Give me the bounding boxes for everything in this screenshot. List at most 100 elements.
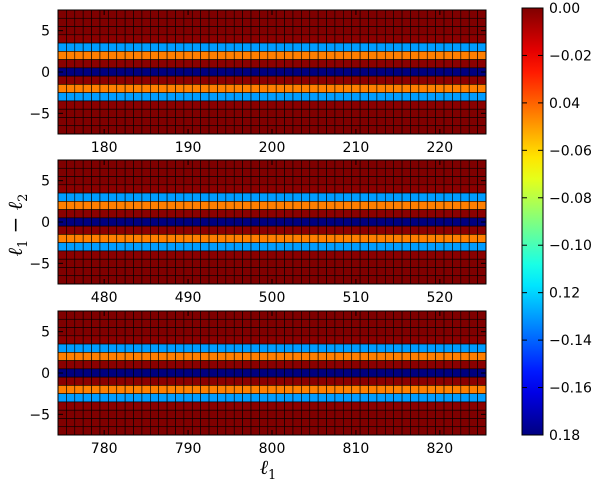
heatmap-cell (410, 352, 420, 361)
heatmap-cell (317, 59, 327, 69)
heatmap-cell (468, 42, 478, 52)
heatmap-cell (116, 385, 126, 394)
heatmap-cell (259, 327, 269, 337)
heatmap-cell (410, 67, 420, 77)
heatmap-cell (259, 409, 269, 419)
heatmap-cell (275, 184, 285, 194)
heatmap-cell (460, 176, 470, 186)
heatmap-cell (91, 376, 101, 386)
heatmap-cell (108, 225, 118, 235)
heatmap-cell (166, 352, 176, 361)
heatmap-cell (259, 84, 269, 93)
heatmap-cell (74, 258, 84, 268)
heatmap-cell (82, 59, 92, 69)
heatmap-cell (460, 42, 470, 52)
heatmap-cell (200, 201, 210, 210)
heatmap-cell (452, 275, 462, 285)
heatmap-cell (326, 258, 336, 268)
heatmap-cell (74, 59, 84, 69)
heatmap-cell (225, 310, 235, 320)
heatmap-cell (460, 51, 470, 60)
heatmap-cell (150, 368, 160, 378)
heatmap-cell (183, 225, 193, 235)
heatmap-cell (82, 42, 92, 52)
heatmap-cell (116, 409, 126, 419)
heatmap-cell (351, 258, 361, 268)
heatmap-cell (351, 335, 361, 345)
heatmap-cell (82, 225, 92, 235)
heatmap-cell (225, 250, 235, 260)
heatmap-cell (158, 401, 168, 411)
heatmap-cell (477, 34, 487, 44)
heatmap-cell (91, 108, 101, 118)
heatmap-cell (66, 360, 76, 370)
heatmap-cell (57, 426, 67, 436)
heatmap-cell (82, 100, 92, 110)
heatmap-cell (250, 401, 260, 411)
heatmap-cell (292, 201, 302, 210)
heatmap-cell (208, 108, 218, 118)
heatmap-cell (418, 26, 428, 36)
heatmap-cell (401, 100, 411, 110)
heatmap-cell (82, 26, 92, 36)
heatmap-cell (91, 267, 101, 277)
heatmap-cell (217, 360, 227, 370)
heatmap-cell (116, 376, 126, 386)
heatmap-cell (317, 17, 327, 27)
heatmap-cell (57, 352, 67, 361)
heatmap-cell (359, 318, 369, 328)
heatmap-cell (401, 376, 411, 386)
heatmap-cell (99, 84, 109, 93)
heatmap-cell (116, 201, 126, 210)
heatmap-cell (275, 352, 285, 361)
heatmap-cell (275, 117, 285, 127)
heatmap-cell (443, 275, 453, 285)
heatmap-cell (66, 242, 76, 252)
heatmap-cell (292, 426, 302, 436)
heatmap-cell (233, 100, 243, 110)
heatmap-cell (166, 310, 176, 320)
heatmap-cell (410, 209, 420, 219)
heatmap-cell (124, 201, 134, 210)
heatmap-cell (217, 267, 227, 277)
heatmap-cell (284, 426, 294, 436)
heatmap-cell (468, 108, 478, 118)
heatmap-cell (57, 92, 67, 102)
heatmap-cell (376, 75, 386, 85)
heatmap-cell (468, 84, 478, 93)
heatmap-cell (108, 100, 118, 110)
heatmap-cell (468, 327, 478, 337)
heatmap-cell (259, 217, 269, 227)
heatmap-cell (275, 385, 285, 394)
heatmap-cell (225, 267, 235, 277)
heatmap-cell (284, 418, 294, 428)
heatmap-cell (108, 376, 118, 386)
heatmap-cell (150, 335, 160, 345)
heatmap-cell (158, 159, 168, 169)
heatmap-cell (99, 250, 109, 260)
heatmap-cell (91, 310, 101, 320)
heatmap-cell (468, 393, 478, 403)
heatmap-cell (317, 225, 327, 235)
heatmap-cell (301, 310, 311, 320)
heatmap-cell (250, 192, 260, 202)
heatmap-cell (208, 159, 218, 169)
heatmap-cell (124, 418, 134, 428)
heatmap-cell (208, 352, 218, 361)
heatmap-cell (460, 258, 470, 268)
heatmap-cell (208, 234, 218, 243)
heatmap-cell (200, 108, 210, 118)
heatmap-cell (343, 376, 353, 386)
heatmap-cell (393, 310, 403, 320)
heatmap-cell (74, 217, 84, 227)
heatmap-cell (309, 352, 319, 361)
heatmap-cell (74, 418, 84, 428)
heatmap-cell (418, 159, 428, 169)
heatmap-cell (242, 310, 252, 320)
heatmap-cell (284, 368, 294, 378)
heatmap-cell (191, 242, 201, 252)
heatmap-cell (275, 250, 285, 260)
heatmap-cell (259, 59, 269, 69)
heatmap-cell (426, 26, 436, 36)
heatmap-cell (343, 84, 353, 93)
